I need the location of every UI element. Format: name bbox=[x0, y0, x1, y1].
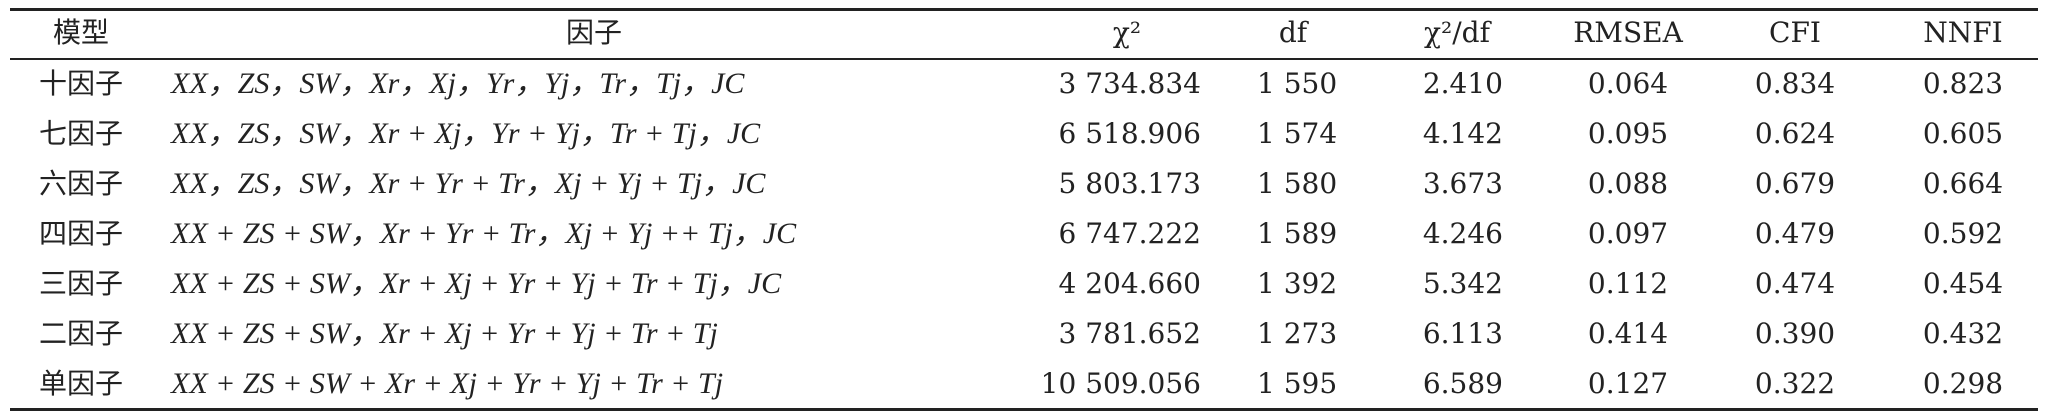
cell: 3 734.834 bbox=[1058, 67, 1201, 100]
cell: 0.474 bbox=[1754, 267, 1836, 300]
cell: 四因子 bbox=[38, 217, 124, 250]
header-cell: χ²/df bbox=[1424, 16, 1490, 49]
header-cell: NNFI bbox=[1923, 16, 2003, 49]
cell: XX，ZS，SW，Xr，Xj，Yr，Yj，Tr，Tj，JC bbox=[171, 67, 745, 100]
cell: XX + ZS + SW + Xr + Xj + Yr + Yj + Tr + … bbox=[171, 367, 724, 400]
cell: 二因子 bbox=[38, 317, 124, 350]
header-cell: χ² bbox=[1112, 16, 1142, 49]
cell: 七因子 bbox=[38, 117, 124, 150]
cell: 0.592 bbox=[1922, 217, 2004, 250]
cell: 0.095 bbox=[1587, 117, 1669, 150]
cell: 1 580 bbox=[1257, 167, 1338, 200]
cell: 0.064 bbox=[1587, 67, 1669, 100]
cell: 10 509.056 bbox=[1040, 367, 1201, 400]
cell: 4.246 bbox=[1422, 217, 1503, 250]
cell: 0.322 bbox=[1754, 367, 1836, 400]
header-cell: 模型 bbox=[52, 16, 110, 49]
cell: XX，ZS，SW，Xr + Xj，Yr + Yj，Tr + Tj，JC bbox=[171, 117, 761, 150]
cell: 5.342 bbox=[1422, 267, 1503, 300]
cell: 0.834 bbox=[1754, 67, 1836, 100]
bottom-rule bbox=[10, 408, 2038, 411]
cell: 1 595 bbox=[1257, 367, 1338, 400]
cell: 0.823 bbox=[1922, 67, 2004, 100]
cell: 0.664 bbox=[1922, 167, 2004, 200]
cell: XX + ZS + SW，Xr + Xj + Yr + Yj + Tr + Tj… bbox=[171, 267, 782, 300]
cell: 0.432 bbox=[1922, 317, 2004, 350]
cell: 2.410 bbox=[1422, 67, 1503, 100]
cell: 0.605 bbox=[1922, 117, 2004, 150]
cell: 十因子 bbox=[38, 67, 124, 100]
cell: 单因子 bbox=[38, 367, 124, 400]
cell: 1 273 bbox=[1257, 317, 1338, 350]
cell: 4.142 bbox=[1422, 117, 1503, 150]
header-cell: df bbox=[1278, 16, 1308, 49]
cell: 0.624 bbox=[1754, 117, 1836, 150]
cell: 0.454 bbox=[1922, 267, 2004, 300]
cell: 0.088 bbox=[1587, 167, 1669, 200]
cell: 六因子 bbox=[38, 167, 124, 200]
cell: 0.390 bbox=[1754, 317, 1836, 350]
cell: XX + ZS + SW，Xr + Yr + Tr，Xj + Yj ++ Tj，… bbox=[171, 217, 797, 250]
cell: 0.679 bbox=[1754, 167, 1836, 200]
cell: 6 518.906 bbox=[1058, 117, 1201, 150]
cell: 1 574 bbox=[1257, 117, 1338, 150]
cell: 0.097 bbox=[1587, 217, 1669, 250]
cell: 1 392 bbox=[1257, 267, 1338, 300]
cell: 6 747.222 bbox=[1058, 217, 1201, 250]
cell: 5 803.173 bbox=[1058, 167, 1201, 200]
header-rule bbox=[10, 58, 2038, 60]
top-rule bbox=[10, 8, 2038, 11]
cell: 4 204.660 bbox=[1058, 267, 1201, 300]
cell: 0.298 bbox=[1922, 367, 2004, 400]
cell: 三因子 bbox=[38, 267, 124, 300]
cell: XX，ZS，SW，Xr + Yr + Tr，Xj + Yj + Tj，JC bbox=[171, 167, 766, 200]
cell: 1 550 bbox=[1257, 67, 1338, 100]
cell: 6.589 bbox=[1422, 367, 1503, 400]
cell: 0.127 bbox=[1587, 367, 1669, 400]
cell: 3 781.652 bbox=[1058, 317, 1201, 350]
header-cell: RMSEA bbox=[1573, 16, 1683, 49]
cell: 0.112 bbox=[1587, 267, 1669, 300]
header-cell: CFI bbox=[1769, 16, 1821, 49]
cell: 3.673 bbox=[1422, 167, 1503, 200]
cell: 0.414 bbox=[1587, 317, 1669, 350]
cell: 0.479 bbox=[1754, 217, 1836, 250]
header-cell: 因子 bbox=[565, 16, 623, 49]
cell: 1 589 bbox=[1257, 217, 1338, 250]
cell: 6.113 bbox=[1422, 317, 1503, 350]
cell: XX + ZS + SW，Xr + Xj + Yr + Yj + Tr + Tj bbox=[171, 317, 718, 350]
